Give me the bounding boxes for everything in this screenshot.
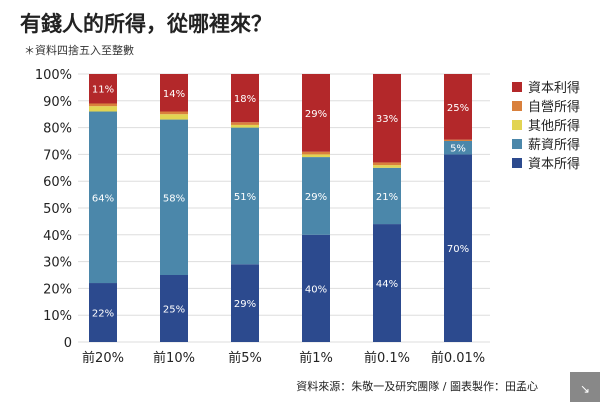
legend-swatch	[512, 101, 522, 111]
bar-segment	[444, 141, 472, 155]
y-tick-label: 60%	[43, 175, 72, 190]
expand-arrow-icon[interactable]: ↘	[570, 372, 600, 402]
y-tick-label: 50%	[43, 202, 72, 217]
data-label: 5%	[450, 144, 466, 155]
data-label: 22%	[92, 309, 114, 320]
y-tick-label: 10%	[43, 309, 72, 324]
y-tick-label: 30%	[43, 256, 72, 271]
legend-swatch	[512, 139, 522, 149]
y-tick-label: 40%	[43, 229, 72, 244]
legend-label: 資本利得	[528, 80, 580, 96]
legend-swatch	[512, 120, 522, 130]
bar-segment	[302, 234, 330, 342]
bar-segment	[373, 224, 401, 342]
data-label: 29%	[305, 109, 327, 120]
bar-segment	[444, 154, 472, 342]
bar-segment	[231, 264, 259, 342]
data-label: 11%	[92, 85, 114, 96]
bar-segment	[302, 154, 330, 158]
legend-swatch	[512, 82, 522, 92]
y-tick-label: 20%	[43, 282, 72, 297]
x-tick-label: 前10%	[153, 350, 195, 366]
x-tick-label: 前0.01%	[431, 350, 485, 366]
bar-segment	[231, 127, 259, 265]
bar-segment	[373, 74, 401, 163]
x-tick-label: 前20%	[82, 350, 124, 366]
bar-segment	[373, 167, 401, 225]
data-label: 64%	[92, 193, 114, 204]
bar-segment	[89, 111, 117, 284]
source-credit: 資料來源：朱敬一及研究團隊 / 圖表製作：田孟心	[296, 380, 538, 393]
data-label: 21%	[376, 192, 398, 203]
legend-label: 薪資所得	[528, 137, 580, 153]
data-label: 40%	[305, 284, 327, 295]
y-tick-label: 0	[64, 336, 72, 351]
data-label: 25%	[163, 305, 185, 316]
chart-note: ＊資料四捨五入至整數	[24, 44, 134, 57]
bar-segment	[89, 74, 117, 104]
data-label: 29%	[234, 299, 256, 310]
data-label: 25%	[447, 103, 469, 114]
bar-segment	[160, 111, 188, 115]
bar-segment	[302, 151, 330, 155]
y-tick-label: 80%	[43, 122, 72, 137]
bar-segment	[160, 114, 188, 120]
bar-segment	[160, 74, 188, 112]
legend-swatch	[512, 158, 522, 168]
legend-label: 其他所得	[528, 118, 580, 134]
bar-segment	[444, 74, 472, 140]
x-tick-label: 前0.1%	[364, 350, 410, 366]
bar-segment	[160, 275, 188, 342]
data-label: 33%	[376, 114, 398, 125]
legend-label: 資本所得	[528, 156, 580, 172]
bar-segment	[444, 139, 472, 141]
y-tick-label: 100%	[35, 68, 72, 83]
bar-segment	[231, 122, 259, 125]
data-label: 51%	[234, 192, 256, 203]
bar-segment	[302, 74, 330, 152]
y-tick-label: 90%	[43, 95, 72, 110]
x-tick-label: 前5%	[228, 350, 262, 366]
bar-segment	[373, 162, 401, 166]
bar-segment	[89, 103, 117, 107]
bar-segment	[231, 74, 259, 123]
data-label: 58%	[163, 193, 185, 204]
data-label: 18%	[234, 94, 256, 105]
bar-segment	[89, 283, 117, 342]
legend-label: 自營所得	[528, 99, 580, 115]
data-label: 29%	[305, 192, 327, 203]
bar-segment	[373, 165, 401, 168]
bar-segment	[231, 124, 259, 128]
data-label: 14%	[163, 89, 185, 100]
bar-segment	[89, 106, 117, 112]
data-label: 70%	[447, 244, 469, 255]
bar-segment	[160, 119, 188, 275]
chart-title: 有錢人的所得，從哪裡來？	[20, 12, 272, 36]
data-label: 44%	[376, 279, 398, 290]
x-tick-label: 前1%	[299, 350, 333, 366]
y-tick-label: 70%	[43, 148, 72, 163]
bar-segment	[302, 157, 330, 235]
